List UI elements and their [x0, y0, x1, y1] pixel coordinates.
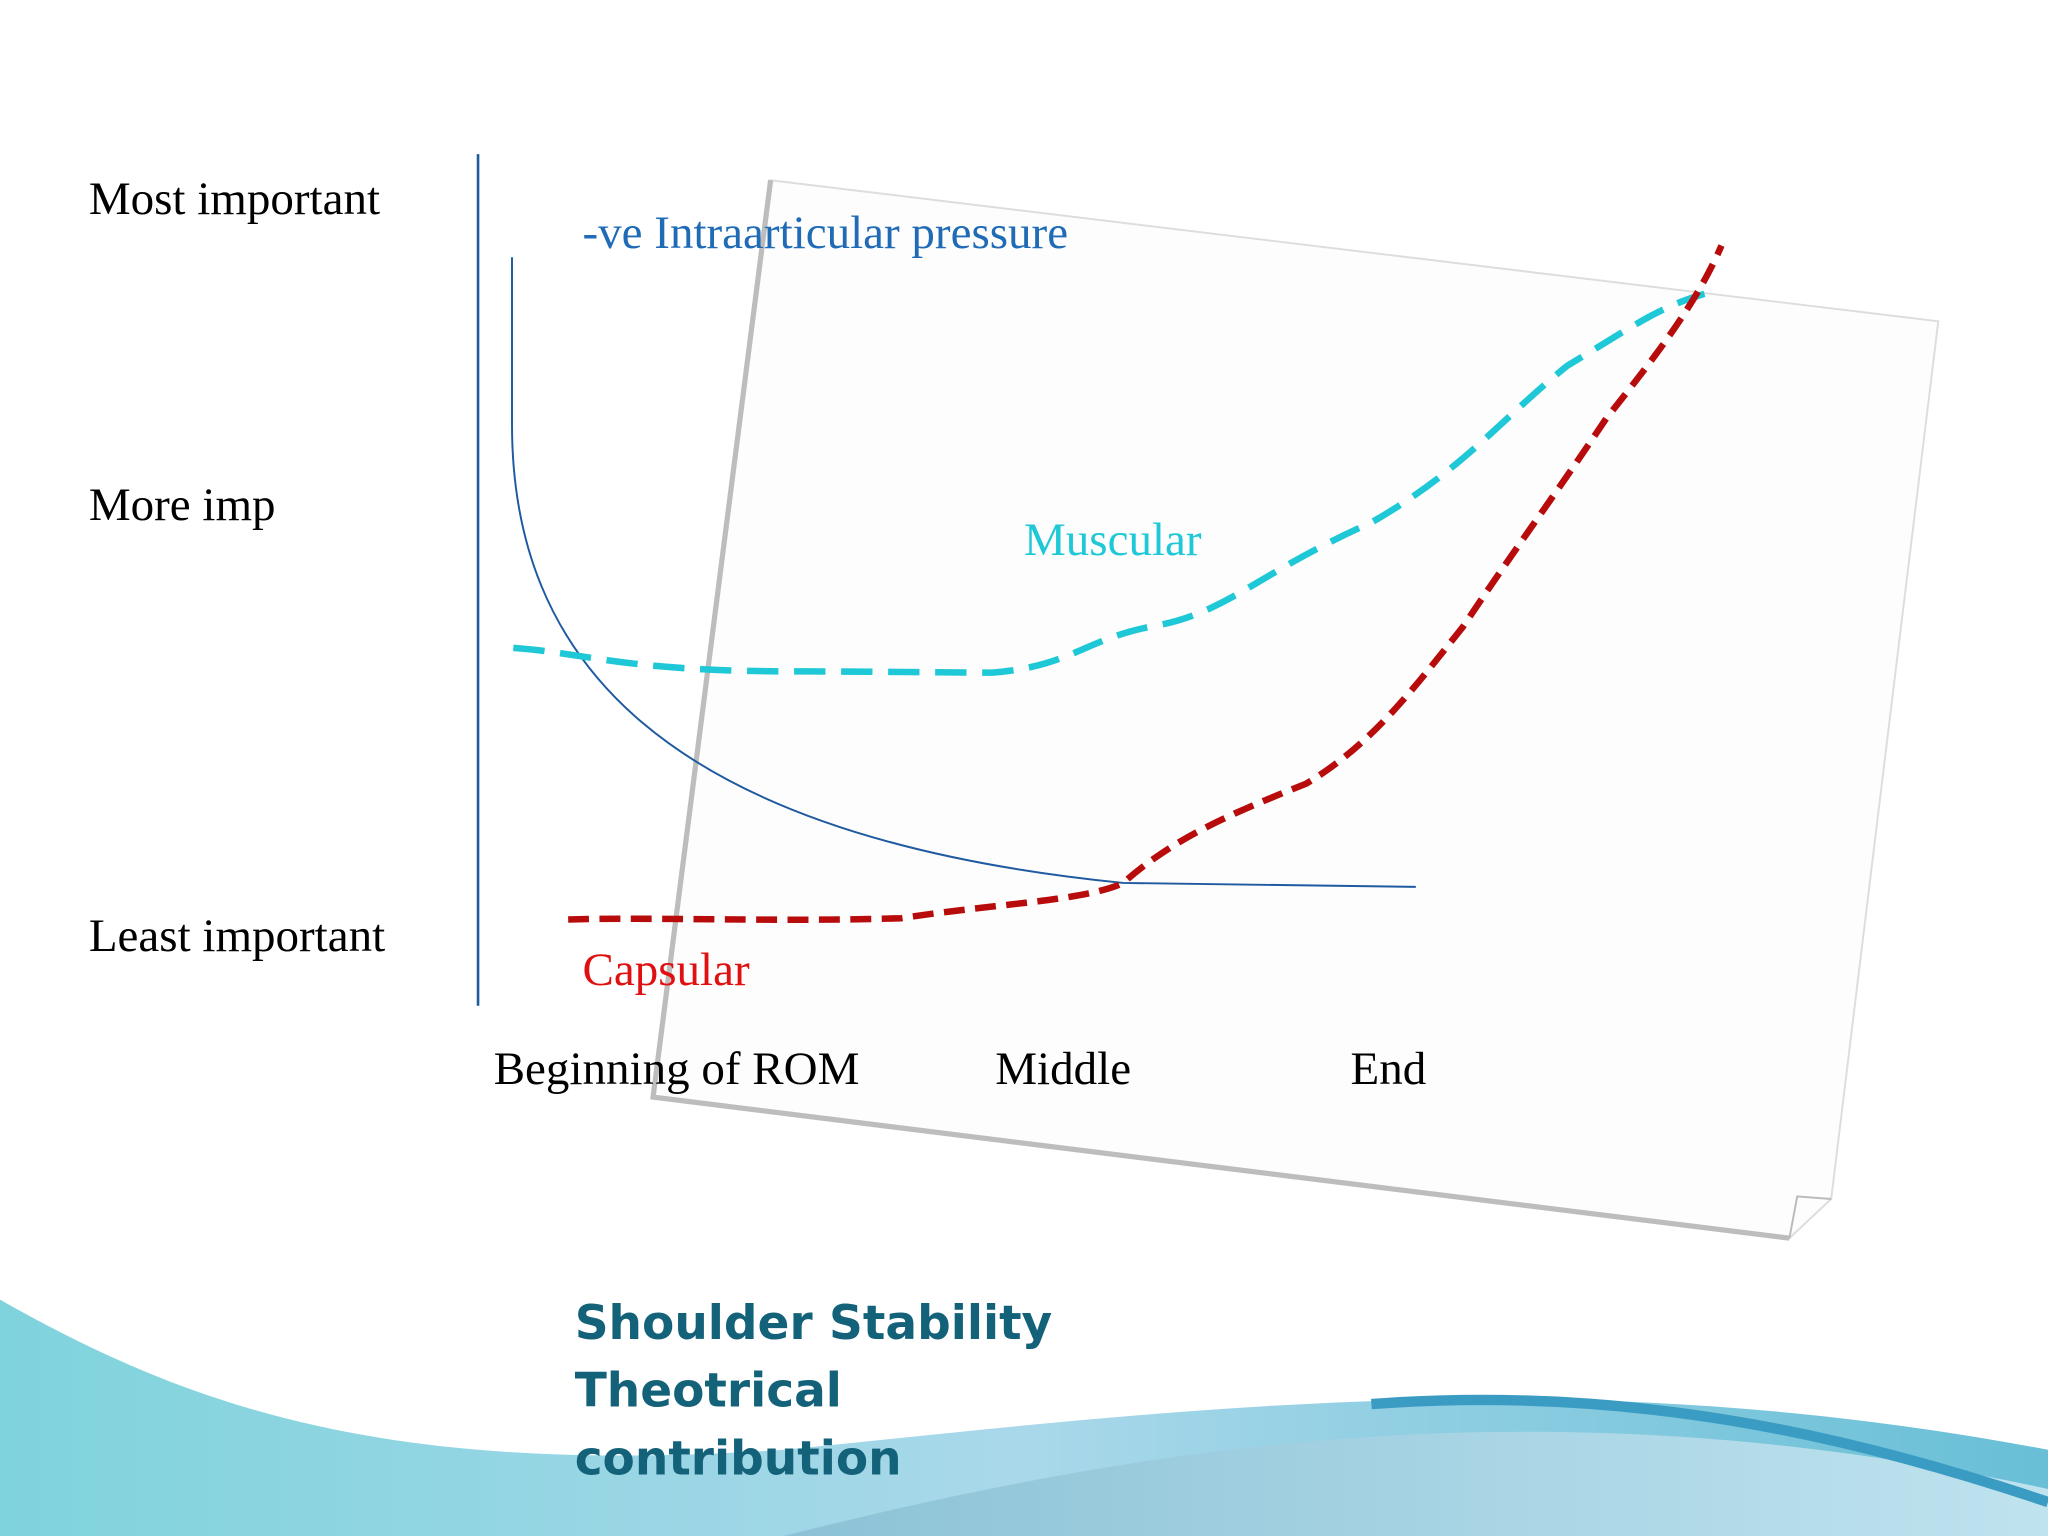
paper-curl [1788, 1195, 1832, 1239]
title: Shoulder Stability [575, 1296, 1053, 1351]
range-label: Middle [995, 1043, 1131, 1095]
curve-label: -ve Intraarticular pressure [583, 207, 1069, 259]
curve-label: Capsular [583, 944, 750, 996]
title: contribution [575, 1432, 902, 1487]
importance-label: Least important [89, 910, 385, 962]
wave-stroke [1371, 1394, 2048, 1507]
title: Theotrical [575, 1364, 842, 1419]
wave [783, 1431, 2048, 1536]
capsular-curve [568, 244, 1725, 923]
importance-label: More imp [89, 479, 276, 531]
pressure-curve [511, 257, 1416, 888]
curve-label: Muscular [1024, 514, 1202, 566]
range-label: Beginning of ROM [494, 1043, 860, 1095]
muscular-curve [513, 290, 1706, 676]
range-label: End [1351, 1043, 1427, 1095]
importance-label: Most important [89, 173, 380, 225]
paper-edge [650, 179, 1790, 1241]
